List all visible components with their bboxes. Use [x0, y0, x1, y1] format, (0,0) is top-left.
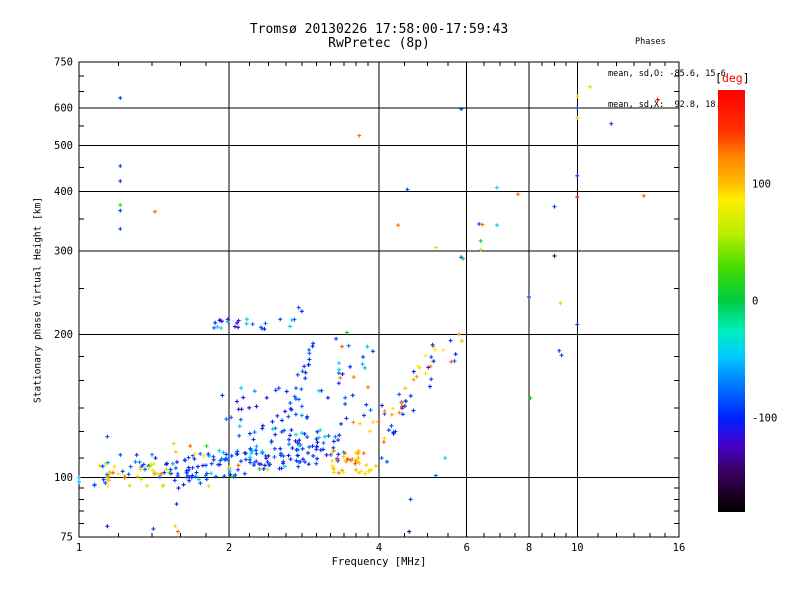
svg-text:8: 8: [526, 542, 532, 554]
svg-text:100: 100: [54, 472, 73, 484]
svg-text:300: 300: [54, 246, 73, 258]
chart-subtitle: RwPretec (8p): [328, 36, 430, 51]
gridlines: [79, 62, 679, 537]
colorbar-unit-label: [deg]: [715, 71, 750, 85]
svg-text:0: 0: [752, 296, 758, 308]
colorbar-unit-text: deg: [721, 71, 743, 85]
svg-text:100: 100: [752, 178, 771, 190]
colorbar-tick-labels: 100 0 -100: [752, 178, 777, 424]
svg-text:600: 600: [54, 103, 73, 115]
phase-stats-x-line: mean, sd,X: 92.8, 18.6: [608, 100, 726, 110]
svg-text:-100: -100: [752, 413, 777, 425]
x-axis-label: Frequency [MHz]: [331, 556, 427, 568]
chart-title: Tromsø 20130226 17:58:00-17:59:43: [249, 22, 509, 37]
x-tick-labels: 1 2 4 6 8 10 16: [76, 542, 685, 554]
phase-stats-annotation: Phases mean, sd,O: -85.6, 15.6 mean, sd,…: [608, 16, 726, 132]
svg-text:16: 16: [673, 542, 686, 554]
svg-text:500: 500: [54, 140, 73, 152]
y-tick-labels: 75 100 200 300 400 500 600 750: [54, 57, 73, 544]
svg-text:750: 750: [54, 57, 73, 69]
phase-stats-o-line: mean, sd,O: -85.6, 15.6: [608, 68, 726, 79]
svg-text:6: 6: [464, 542, 470, 554]
svg-text:2: 2: [226, 542, 232, 554]
data-points: [77, 84, 660, 534]
svg-text:1: 1: [76, 542, 82, 554]
phase-stats-header: Phases: [635, 37, 666, 47]
svg-text:200: 200: [54, 329, 73, 341]
svg-text:4: 4: [376, 542, 382, 554]
svg-text:10: 10: [571, 542, 584, 554]
tick-marks: [78, 61, 680, 538]
svg-text:400: 400: [54, 186, 73, 198]
colorbar-bracket-close: ]: [742, 71, 750, 85]
colorbar-gradient: [718, 90, 745, 512]
colorbar-bracket-open: [: [715, 71, 722, 85]
svg-text:75: 75: [60, 532, 73, 544]
